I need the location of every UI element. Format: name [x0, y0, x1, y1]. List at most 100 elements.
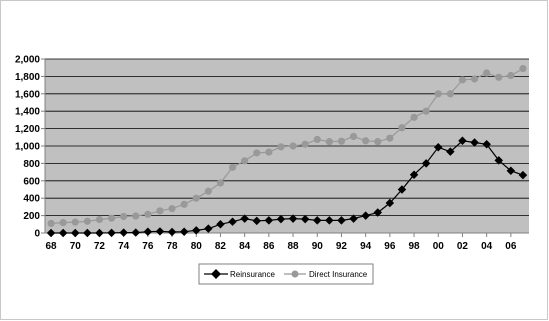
legend-label-reinsurance: Reinsurance [230, 270, 275, 279]
reinsurance-point [240, 214, 249, 223]
reinsurance-point [252, 216, 261, 226]
direct-insurance-point [289, 142, 297, 150]
grid-lines [45, 58, 529, 217]
direct-insurance-point [192, 194, 200, 202]
y-tick-label: 600 [23, 176, 40, 187]
direct-insurance-point [107, 214, 116, 222]
direct-insurance-point [410, 113, 418, 121]
reinsurance-point [506, 166, 516, 176]
series-reinsurance [46, 136, 528, 238]
series [46, 64, 528, 238]
x-tick-label: 06 [505, 241, 517, 252]
reinsurance-point [107, 228, 116, 238]
y-tick-labels: 0 200 400 600 800 1,000 1,200 1,400 1,600 1,800 2,… [15, 55, 45, 240]
reinsurance-point [276, 214, 286, 224]
x-tick-label: 04 [481, 241, 493, 252]
y-tick-label: 1,000 [15, 142, 40, 153]
reinsurance-point [288, 214, 298, 223]
x-tick-labels: 68 70 72 74 76 78 80 82 84 86 88 90 92 94 96 98 00 02 04 06 [45, 233, 517, 252]
x-tick-label: 84 [239, 241, 251, 252]
x-tick-label: 86 [263, 241, 275, 252]
reinsurance-point [167, 227, 177, 237]
direct-insurance-point [422, 107, 430, 115]
series-direct-insurance [47, 64, 527, 228]
reinsurance-point [337, 216, 346, 225]
reinsurance-point [482, 140, 491, 149]
reinsurance-point [155, 227, 165, 236]
reinsurance-line [51, 140, 524, 234]
reinsurance-point [131, 228, 140, 237]
direct-insurance-point [83, 217, 91, 225]
direct-insurance-point [277, 143, 285, 151]
direct-insurance-point [483, 69, 491, 77]
direct-insurance-point [495, 73, 503, 81]
reinsurance-point [325, 216, 334, 225]
direct-insurance-point [216, 179, 225, 187]
reinsurance-point [179, 227, 189, 236]
direct-insurance-point [301, 140, 309, 148]
direct-insurance-point [337, 137, 346, 145]
x-tick-label: 90 [312, 241, 324, 252]
direct-insurance-point [144, 210, 152, 218]
x-tick-label: 76 [142, 241, 154, 252]
y-tick-label: 1,600 [15, 89, 40, 100]
direct-insurance-point [204, 187, 212, 195]
reinsurance-point [361, 211, 370, 220]
reinsurance-point [264, 216, 274, 225]
direct-insurance-point [519, 64, 527, 73]
reinsurance-point [83, 228, 92, 238]
reinsurance-point [192, 226, 201, 235]
direct-insurance-point [446, 90, 454, 98]
reinsurance-point [470, 138, 479, 147]
reinsurance-point [119, 228, 128, 237]
reinsurance-point [228, 217, 237, 226]
direct-insurance-point [120, 212, 128, 221]
direct-insurance-point [132, 212, 140, 220]
legend: Reinsurance Direct Insurance [198, 263, 374, 285]
x-tick-label: 80 [191, 241, 203, 252]
y-tick-label: 800 [23, 159, 40, 170]
direct-insurance-point [325, 138, 333, 146]
legend-marker-reinsurance [211, 269, 221, 279]
reinsurance-point [385, 198, 395, 208]
x-tick-label: 78 [166, 241, 178, 252]
reinsurance-point [446, 147, 455, 156]
direct-insurance-point [156, 207, 164, 215]
direct-insurance-point [180, 200, 188, 208]
x-tick-label: 68 [45, 241, 57, 252]
x-tick-label: 74 [118, 241, 130, 252]
direct-insurance-point [349, 132, 358, 141]
y-tick-label: 1,800 [15, 72, 40, 83]
x-tick-label: 02 [457, 241, 469, 252]
direct-insurance-point [386, 134, 394, 142]
direct-insurance-point [95, 215, 104, 224]
x-tick-label: 92 [336, 241, 348, 252]
y-tick-label: 2,000 [15, 55, 40, 66]
direct-insurance-point [47, 219, 55, 228]
y-tick-label: 200 [23, 211, 40, 222]
x-tick-label: 98 [408, 241, 420, 252]
y-tick-label: 0 [34, 229, 40, 240]
reinsurance-point [434, 143, 443, 152]
legend-label-direct-insurance: Direct Insurance [309, 270, 368, 279]
x-tick-label: 70 [70, 241, 82, 252]
direct-insurance-point [458, 76, 467, 84]
reinsurance-point [300, 214, 310, 224]
direct-insurance-point [59, 218, 67, 227]
y-tick-label: 1,200 [15, 124, 40, 135]
reinsurance-point [421, 159, 431, 168]
reinsurance-point [313, 216, 322, 225]
reinsurance-point [95, 228, 104, 238]
reinsurance-point [46, 228, 56, 238]
direct-insurance-point [434, 90, 442, 98]
reinsurance-point [204, 224, 213, 233]
reinsurance-point [216, 220, 225, 229]
direct-insurance-point [398, 124, 406, 132]
x-tick-label: 94 [360, 241, 372, 252]
direct-insurance-point [253, 149, 261, 157]
direct-insurance-point [470, 75, 479, 83]
reinsurance-point [71, 228, 80, 238]
direct-insurance-line [50, 68, 524, 224]
reinsurance-point [349, 214, 358, 223]
